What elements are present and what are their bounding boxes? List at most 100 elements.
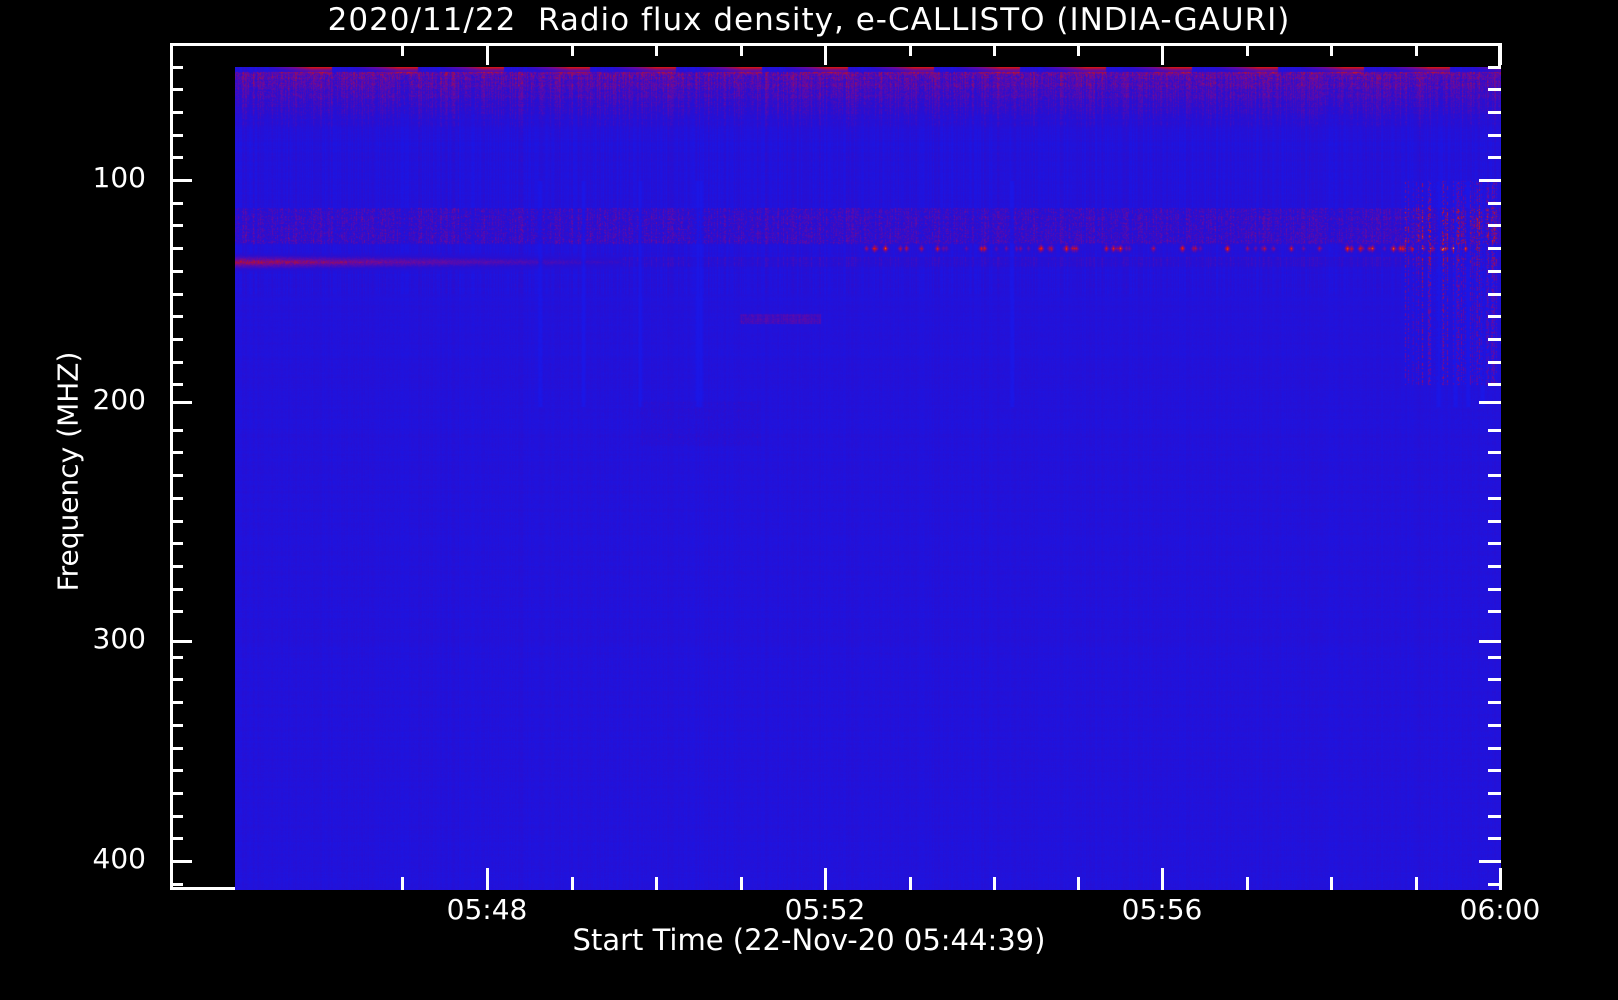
y-tick-minor bbox=[170, 269, 183, 273]
y-tick-minor-right bbox=[1488, 814, 1501, 818]
y-tick-minor-right bbox=[1488, 610, 1501, 614]
y-tick-minor bbox=[170, 156, 183, 160]
x-tick-minor-top bbox=[740, 43, 743, 56]
y-tick-minor-right bbox=[1488, 88, 1501, 92]
y-tick-label: 400 bbox=[92, 842, 146, 875]
x-tick-minor-top bbox=[1246, 43, 1249, 56]
y-tick-minor bbox=[170, 542, 183, 546]
x-tick-minor bbox=[401, 877, 404, 890]
y-tick-minor bbox=[170, 791, 183, 795]
x-tick-minor bbox=[571, 877, 574, 890]
y-tick-minor-right bbox=[1488, 882, 1501, 886]
y-tick-minor bbox=[170, 701, 183, 705]
y-tick-minor bbox=[170, 746, 183, 750]
x-tick-major-top bbox=[486, 43, 489, 65]
y-axis-title: Frequency (MHZ) bbox=[51, 351, 85, 592]
y-tick-minor bbox=[170, 882, 183, 886]
y-tick-minor-right bbox=[1488, 65, 1501, 69]
y-tick-minor-right bbox=[1488, 269, 1501, 273]
y-tick-label: 300 bbox=[92, 622, 146, 655]
y-tick-minor-right bbox=[1488, 769, 1501, 773]
spectrogram-heatmap bbox=[235, 67, 1501, 890]
y-tick-minor bbox=[170, 360, 183, 364]
x-tick-minor bbox=[1415, 877, 1418, 890]
y-tick-minor bbox=[170, 655, 183, 659]
x-tick-minor-top bbox=[1330, 43, 1333, 56]
y-tick-minor-right bbox=[1488, 133, 1501, 137]
y-tick-minor-right bbox=[1488, 791, 1501, 795]
x-tick-minor bbox=[655, 877, 658, 890]
y-tick-minor-right bbox=[1488, 428, 1501, 432]
y-tick-minor bbox=[170, 451, 183, 455]
x-tick-major bbox=[1161, 868, 1164, 890]
x-tick-minor-top bbox=[1077, 43, 1080, 56]
y-tick-minor bbox=[170, 224, 183, 228]
y-tick-minor-right bbox=[1488, 337, 1501, 341]
x-tick-major-top bbox=[824, 43, 827, 65]
x-tick-minor-top bbox=[909, 43, 912, 56]
x-tick-minor bbox=[1077, 877, 1080, 890]
y-tick-minor bbox=[170, 292, 183, 296]
y-tick-major bbox=[170, 860, 192, 863]
y-tick-minor-right bbox=[1488, 496, 1501, 500]
y-tick-major bbox=[170, 179, 192, 182]
y-tick-minor-right bbox=[1488, 474, 1501, 478]
x-tick-major bbox=[824, 868, 827, 890]
y-tick-major-right bbox=[1479, 860, 1501, 863]
y-tick-minor bbox=[170, 133, 183, 137]
x-tick-minor-top bbox=[655, 43, 658, 56]
y-tick-minor-right bbox=[1488, 110, 1501, 114]
y-tick-minor bbox=[170, 678, 183, 682]
y-tick-minor bbox=[170, 201, 183, 205]
y-tick-minor-right bbox=[1488, 723, 1501, 727]
y-tick-minor bbox=[170, 610, 183, 614]
page-title: 2020/11/22 Radio flux density, e-CALLIST… bbox=[327, 2, 1291, 38]
y-tick-minor bbox=[170, 65, 183, 69]
x-tick-major-top bbox=[1161, 43, 1164, 65]
y-tick-minor bbox=[170, 564, 183, 568]
x-tick-minor-top bbox=[571, 43, 574, 56]
x-tick-minor bbox=[1330, 877, 1333, 890]
y-tick-minor-right bbox=[1488, 156, 1501, 160]
x-tick-minor-top bbox=[1415, 43, 1418, 56]
x-tick-label: 06:00 bbox=[1459, 893, 1541, 926]
y-tick-minor-right bbox=[1488, 224, 1501, 228]
y-tick-minor bbox=[170, 110, 183, 114]
y-tick-minor-right bbox=[1488, 587, 1501, 591]
y-tick-minor-right bbox=[1488, 678, 1501, 682]
x-tick-minor bbox=[740, 877, 743, 890]
x-tick-major-top bbox=[1499, 43, 1502, 65]
y-tick-minor bbox=[170, 428, 183, 432]
y-tick-minor bbox=[170, 519, 183, 523]
y-tick-minor-right bbox=[1488, 247, 1501, 251]
y-tick-minor-right bbox=[1488, 564, 1501, 568]
y-tick-minor-right bbox=[1488, 451, 1501, 455]
y-tick-minor bbox=[170, 474, 183, 478]
y-tick-minor bbox=[170, 247, 183, 251]
y-tick-major-right bbox=[1479, 401, 1501, 404]
x-axis-title: Start Time (22-Nov-20 05:44:39) bbox=[572, 923, 1046, 957]
y-tick-minor bbox=[170, 769, 183, 773]
x-tick-label: 05:52 bbox=[784, 893, 866, 926]
y-tick-minor-right bbox=[1488, 360, 1501, 364]
y-tick-minor-right bbox=[1488, 315, 1501, 319]
x-tick-major bbox=[486, 868, 489, 890]
y-tick-minor bbox=[170, 723, 183, 727]
y-tick-minor bbox=[170, 315, 183, 319]
y-tick-minor bbox=[170, 837, 183, 841]
y-tick-minor bbox=[170, 383, 183, 387]
y-tick-minor-right bbox=[1488, 837, 1501, 841]
y-tick-label: 100 bbox=[92, 161, 146, 194]
x-tick-major bbox=[1499, 868, 1502, 890]
y-tick-minor bbox=[170, 337, 183, 341]
x-tick-label: 05:56 bbox=[1121, 893, 1203, 926]
y-tick-minor-right bbox=[1488, 701, 1501, 705]
y-tick-minor-right bbox=[1488, 383, 1501, 387]
y-tick-minor bbox=[170, 496, 183, 500]
x-tick-minor bbox=[909, 877, 912, 890]
y-tick-label: 200 bbox=[92, 383, 146, 416]
x-tick-minor-top bbox=[401, 43, 404, 56]
y-tick-minor-right bbox=[1488, 542, 1501, 546]
y-tick-minor-right bbox=[1488, 519, 1501, 523]
